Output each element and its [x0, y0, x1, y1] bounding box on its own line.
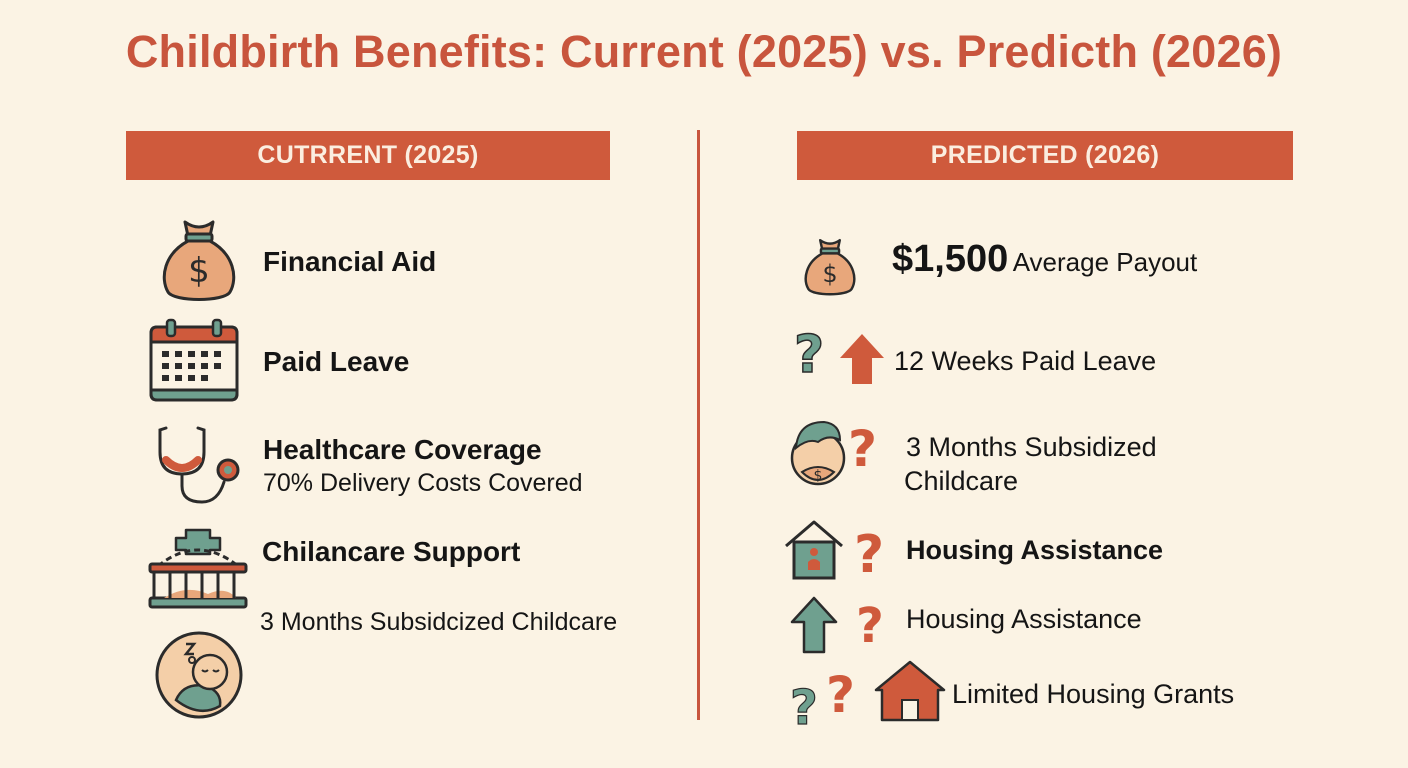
- svg-text:?: ?: [854, 525, 884, 580]
- predicted-header-banner: PREDICTED (2026): [797, 131, 1293, 180]
- calendar-icon: [149, 318, 239, 402]
- stethoscope-icon: [158, 426, 240, 504]
- healthcare-coverage-label: Healthcare Coverage: [263, 434, 542, 465]
- up-arrow-icon: ?: [793, 324, 884, 386]
- average-payout-amount: $1,500: [892, 238, 1009, 280]
- money-bag-icon: $: [804, 238, 856, 296]
- column-divider: [697, 130, 700, 720]
- page-title: Childbirth Benefits: Current (2025) vs. …: [125, 26, 1283, 77]
- childcare-prediction: 3 Months Subsidized Childcare: [904, 432, 1157, 496]
- svg-text:$: $: [822, 260, 837, 288]
- svg-text:?: ?: [826, 666, 855, 724]
- childcare-support-label: Chilancare Support: [262, 536, 521, 567]
- svg-text:$: $: [814, 468, 823, 484]
- paid-leave-label: Paid Leave: [263, 346, 410, 377]
- current-header-banner: CUTRRENT (2025): [126, 131, 610, 180]
- housing-assistance-label: Housing Assistance: [906, 535, 1164, 565]
- baby-icon: $ ?: [790, 420, 877, 486]
- housing-assistance-secondary: Housing Assistance: [906, 604, 1142, 634]
- limited-housing-grants-label: Limited Housing Grants: [952, 679, 1235, 709]
- svg-text:$: $: [188, 251, 210, 291]
- svg-text:?: ?: [790, 680, 818, 728]
- crib-icon: [148, 528, 248, 609]
- average-payout-label: Average Payout: [1012, 247, 1198, 277]
- sleeping-baby-icon: [155, 631, 243, 719]
- childcare-support-detail: 3 Months Subsidcized Childcare: [260, 608, 618, 636]
- paid-leave-prediction: 12 Weeks Paid Leave: [894, 346, 1157, 376]
- svg-text:?: ?: [794, 325, 824, 385]
- svg-text:?: ?: [848, 420, 877, 478]
- house-icon: ? ?: [789, 660, 946, 728]
- financial-aid-label: Financial Aid: [263, 246, 437, 277]
- up-arrow-icon: ?: [790, 596, 884, 654]
- svg-text:?: ?: [856, 598, 884, 654]
- house-icon: ?: [785, 520, 884, 580]
- money-bag-icon: $: [162, 220, 236, 301]
- healthcare-coverage-detail: 70% Delivery Costs Covered: [263, 469, 583, 497]
